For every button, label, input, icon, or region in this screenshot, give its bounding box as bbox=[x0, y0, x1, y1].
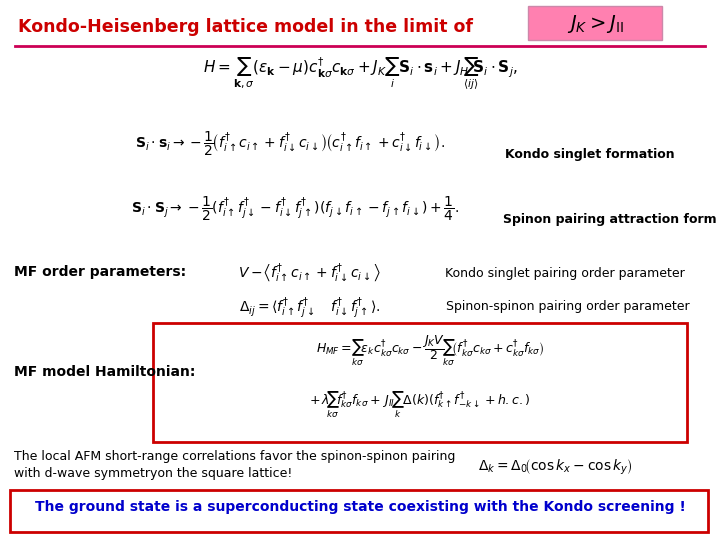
Text: Spinon pairing attraction form: Spinon pairing attraction form bbox=[503, 213, 717, 226]
Text: Kondo-Heisenberg lattice model in the limit of: Kondo-Heisenberg lattice model in the li… bbox=[18, 18, 473, 36]
Text: MF model Hamiltonian:: MF model Hamiltonian: bbox=[14, 365, 195, 379]
FancyBboxPatch shape bbox=[528, 6, 662, 40]
Text: $J_K > J_{\rm II}$: $J_K > J_{\rm II}$ bbox=[567, 13, 624, 35]
Text: The ground state is a superconducting state coexisting with the Kondo screening : The ground state is a superconducting st… bbox=[35, 500, 685, 514]
Text: Kondo singlet pairing order parameter: Kondo singlet pairing order parameter bbox=[445, 267, 685, 280]
Text: $\Delta_{ij} = \langle f^{\dagger}_{i\uparrow}f^{\dagger}_{j\downarrow}\quad f^{: $\Delta_{ij} = \langle f^{\dagger}_{i\up… bbox=[239, 295, 381, 321]
Text: $V - \!\left\langle f^{\dagger}_{i\uparrow}c_{i\uparrow} + f^{\dagger}_{i\downar: $V - \!\left\langle f^{\dagger}_{i\uparr… bbox=[238, 262, 382, 285]
Text: The local AFM short-range correlations favor the spinon-spinon pairing: The local AFM short-range correlations f… bbox=[14, 450, 455, 463]
Text: MF order parameters:: MF order parameters: bbox=[14, 265, 186, 279]
Text: $H_{MF} = \!\sum_{k\sigma}\!\varepsilon_k c^{\dagger}_{k\sigma}c_{k\sigma} - \df: $H_{MF} = \!\sum_{k\sigma}\!\varepsilon_… bbox=[316, 333, 544, 368]
Text: $\Delta_k = \Delta_0\!\left(\cos k_x - \cos k_y\right)$: $\Delta_k = \Delta_0\!\left(\cos k_x - \… bbox=[477, 458, 632, 477]
FancyBboxPatch shape bbox=[10, 490, 708, 532]
Text: Kondo singlet formation: Kondo singlet formation bbox=[505, 148, 675, 161]
Text: with d-wave symmetryon the square lattice!: with d-wave symmetryon the square lattic… bbox=[14, 467, 292, 480]
Text: $\mathbf{S}_i \cdot \mathbf{S}_j \rightarrow -\dfrac{1}{2}(f^{\dagger}_{i\uparro: $\mathbf{S}_i \cdot \mathbf{S}_j \righta… bbox=[131, 195, 459, 224]
Text: $\mathbf{S}_i \cdot \mathbf{s}_i \rightarrow -\dfrac{1}{2}\!\left(f^{\dagger}_{i: $\mathbf{S}_i \cdot \mathbf{s}_i \righta… bbox=[135, 130, 445, 158]
Text: Spinon-spinon pairing order parameter: Spinon-spinon pairing order parameter bbox=[446, 300, 690, 313]
Text: $H = \sum_{\mathbf{k},\sigma}(\epsilon_{\mathbf{k}} - \mu)c^{\dagger}_{\mathbf{k: $H = \sum_{\mathbf{k},\sigma}(\epsilon_{… bbox=[202, 55, 518, 92]
FancyBboxPatch shape bbox=[153, 323, 687, 442]
Text: $+\,\lambda\!\sum_{k\sigma}\!f^{\dagger}_{k\sigma}f_{k\sigma} +\, J_{II}\!\sum_k: $+\,\lambda\!\sum_{k\sigma}\!f^{\dagger}… bbox=[310, 390, 531, 420]
